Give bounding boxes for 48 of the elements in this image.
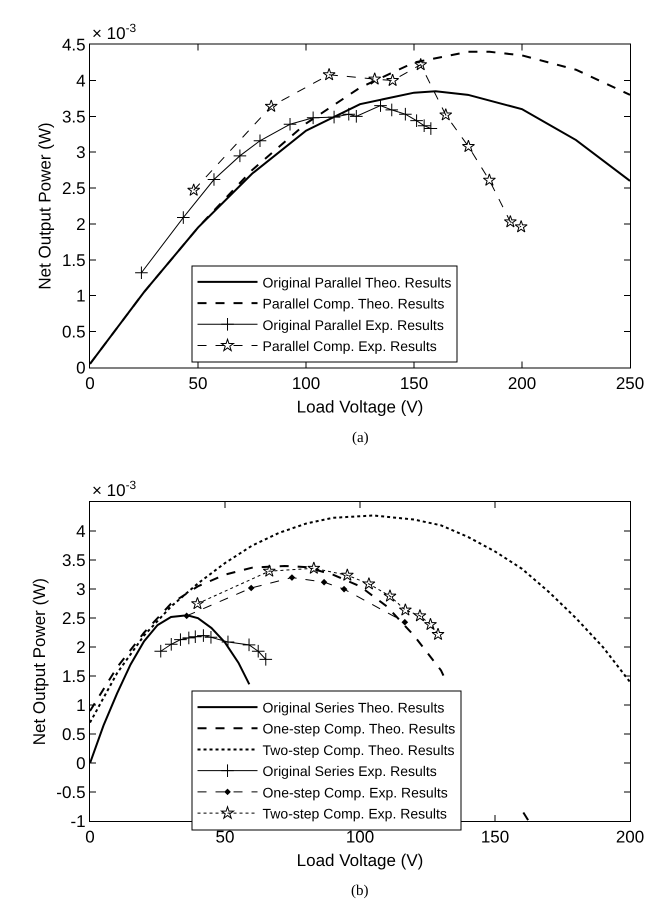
legend-label: Original Parallel Exp. Results [262,316,444,333]
legend-label: Two-step Comp. Theo. Results [262,742,454,758]
x-tick-label: 100 [292,374,320,393]
y-tick-label: 4.5 [62,36,86,55]
x-tick-label: 200 [508,374,536,393]
y-tick-label: 3 [76,580,86,600]
legend-label: One-step Comp. Theo. Results [262,720,456,737]
legend-label: Original Series Theo. Results [262,700,444,716]
legend-label: Original Parallel Theo. Results [262,274,452,290]
y-tick-label: 1 [76,696,86,716]
y-tick-label: 1.5 [62,250,86,270]
y-tick-label: 4 [76,71,86,90]
y-tick-label: 2 [76,214,86,234]
x-axis-title: Load Voltage (V) [296,397,424,416]
text: × 10$^{-3}$ [92,21,137,44]
y-tick-label: -1 [70,812,86,832]
y-tick-label: 2.5 [62,609,86,628]
y-tick-label: 3.5 [62,551,86,570]
legend-label: Parallel Comp. Theo. Results [262,296,444,312]
y-tick-label: 0 [76,754,86,774]
x-tick-label: 50 [216,828,234,847]
y-tick-label: 0 [76,358,86,378]
y-tick-label: 3.5 [62,107,86,126]
y-tick-label: 2 [76,638,86,658]
text: × 10$^{-3}$ [92,478,137,500]
y-tick-label: 1.5 [62,667,86,686]
y-axis-title: Net Output Power (W) [36,122,55,290]
x-tick-label: 150 [400,374,428,393]
y-tick-label: 4 [76,522,86,542]
x-tick-label: 250 [616,374,644,393]
legend-label: Two-step Comp. Exp. Results [262,806,447,822]
y-tick-label: 1 [76,286,86,306]
text: (a) [352,430,369,446]
y-tick-label: 0.5 [62,322,86,342]
y-tick-label: 2.5 [62,179,86,198]
y-tick-label: 3 [76,143,86,162]
x-axis-title: Load Voltage (V) [296,851,424,870]
x-tick-label: 100 [346,828,374,847]
x-tick-label: 200 [616,828,644,847]
y-axis-title: Net Output Power (W) [30,578,49,746]
legend-label: Parallel Comp. Exp. Results [262,338,437,354]
x-tick-label: 50 [188,374,208,393]
y-tick-label: 0.5 [62,725,86,744]
x-tick-label: 150 [480,828,510,847]
legend-label: Original Series Exp. Results [262,763,437,780]
y-tick-label: -0.5 [56,783,86,802]
text: (b) [351,883,368,899]
legend-label: One-step Comp. Exp. Results [262,784,448,800]
